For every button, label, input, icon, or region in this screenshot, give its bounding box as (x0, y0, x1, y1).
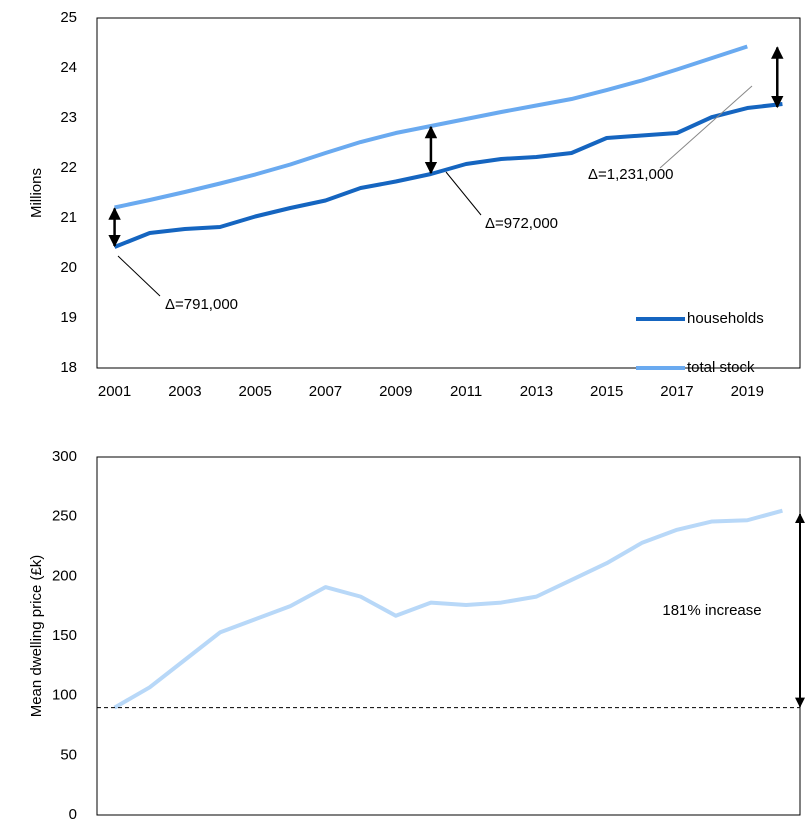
leader-line (445, 171, 482, 216)
y-tick-label: 23 (60, 109, 77, 126)
x-tick-label: 2003 (168, 383, 201, 400)
y-tick-label: 300 (52, 448, 77, 465)
x-tick-label: 2005 (238, 383, 271, 400)
y-tick-label: 20 (60, 259, 77, 276)
legend-label: total stock (687, 359, 755, 376)
y-tick-label: 0 (69, 806, 77, 823)
annotation: 181% increase (662, 602, 761, 619)
y-tick-label: 21 (60, 209, 77, 226)
plot-frame (96, 456, 801, 816)
y-tick-label: 22 (60, 159, 77, 176)
y-tick-label: 250 (52, 508, 77, 525)
y-tick-label: 25 (60, 9, 77, 26)
x-tick-label: 2009 (379, 383, 412, 400)
data-line (113, 508, 783, 710)
y-tick-label: 18 (60, 359, 77, 376)
y-tick-label: 19 (60, 309, 77, 326)
annotation: Δ=1,231,000 (588, 166, 674, 183)
x-tick-label: 2015 (590, 383, 623, 400)
legend-label: households (687, 310, 764, 327)
x-tick-label: 2013 (520, 383, 553, 400)
y-tick-label: 100 (52, 687, 77, 704)
leader-line (659, 85, 753, 169)
y-tick-label: 50 (60, 746, 77, 763)
y-axis-label: Mean dwelling price (£k) (28, 555, 45, 718)
leader-line (117, 255, 161, 297)
annotation: Δ=972,000 (485, 215, 558, 232)
y-tick-label: 24 (60, 59, 77, 76)
x-tick-label: 2011 (450, 383, 482, 400)
x-tick-label: 2019 (731, 383, 764, 400)
annotation: Δ=791,000 (165, 296, 238, 313)
data-line (113, 102, 783, 249)
plot-frame (96, 17, 801, 369)
y-tick-label: 200 (52, 567, 77, 584)
x-tick-label: 2017 (660, 383, 693, 400)
y-axis-label: Millions (28, 168, 45, 218)
y-tick-label: 150 (52, 627, 77, 644)
x-tick-label: 2001 (98, 383, 131, 400)
x-tick-label: 2007 (309, 383, 342, 400)
